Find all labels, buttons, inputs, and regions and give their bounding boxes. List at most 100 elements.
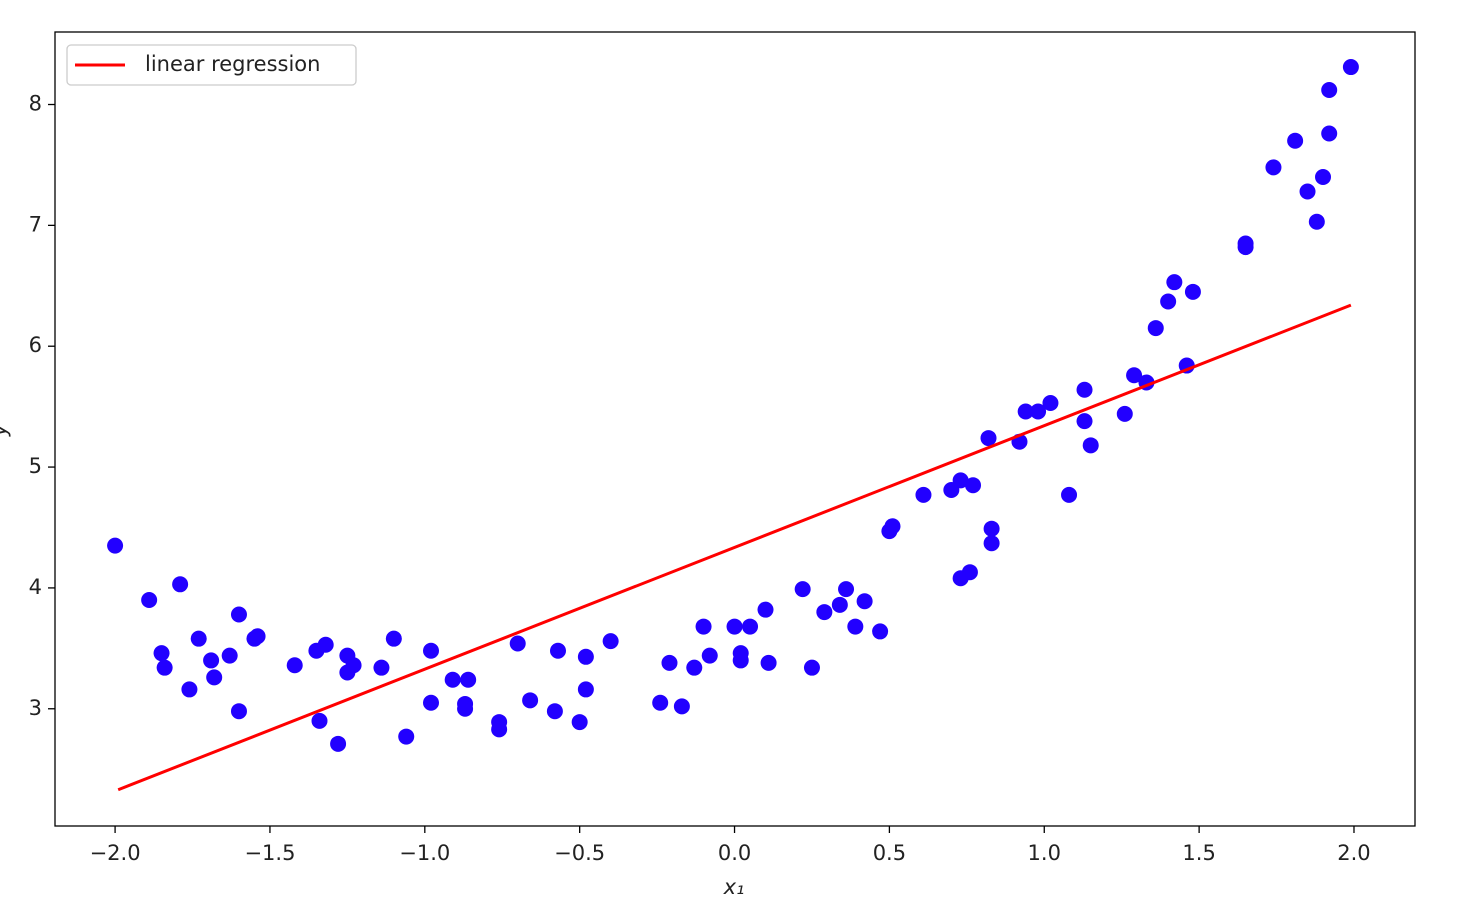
scatter-point	[1126, 367, 1143, 384]
scatter-point	[838, 581, 855, 598]
scatter-point	[701, 647, 718, 664]
scatter-point	[1116, 405, 1133, 422]
scatter-point	[952, 472, 969, 489]
scatter-point	[1287, 132, 1304, 149]
scatter-point	[732, 652, 749, 669]
scatter-point	[107, 537, 124, 554]
scatter-point	[1321, 82, 1338, 99]
scatter-point	[1030, 403, 1047, 420]
scatter-point	[546, 703, 563, 720]
scatter-point	[1082, 437, 1099, 454]
scatter-point	[181, 681, 198, 698]
scatter-point	[847, 618, 864, 635]
scatter-point	[1265, 159, 1282, 176]
scatter-point	[230, 606, 247, 623]
scatter-point	[1237, 239, 1254, 256]
scatter-point	[983, 535, 1000, 552]
x-tick-label: 0.0	[718, 841, 751, 865]
scatter-point	[1342, 59, 1359, 76]
scatter-point	[1042, 395, 1059, 412]
x-tick-label: −0.5	[554, 841, 605, 865]
scatter-point	[794, 581, 811, 598]
x-axis-label: x₁	[723, 875, 745, 899]
scatter-point	[1017, 403, 1034, 420]
scatter-point	[330, 735, 347, 752]
scatter-point	[742, 618, 759, 635]
scatter-point	[156, 659, 173, 676]
scatter-point	[757, 601, 774, 618]
x-tick-label: 1.0	[1028, 841, 1061, 865]
scatter-point	[695, 618, 712, 635]
scatter-point	[249, 628, 266, 645]
scatter-point	[509, 635, 526, 652]
regression-line	[117, 303, 1352, 792]
x-tick-label: −2.0	[90, 841, 141, 865]
scatter-point	[444, 671, 461, 688]
scatter-point	[230, 703, 247, 720]
scatter-point	[311, 712, 328, 729]
scatter-point	[686, 659, 703, 676]
scatter-point	[872, 623, 889, 640]
scatter-point	[1061, 486, 1078, 503]
plot-frame	[54, 31, 1416, 827]
legend-box	[66, 44, 357, 86]
scatter-point	[385, 630, 402, 647]
scatter-point	[398, 728, 415, 745]
scatter-point	[965, 477, 982, 494]
scatter-point	[317, 636, 334, 653]
y-tick-label: 7	[29, 212, 42, 236]
scatter-point	[816, 604, 833, 621]
y-tick-label: 8	[29, 92, 42, 116]
scatter-point	[661, 654, 678, 671]
y-axis-label: y	[0, 423, 11, 437]
scatter-point	[1308, 213, 1325, 230]
y-tick-label: 6	[29, 333, 42, 357]
scatter-point	[652, 694, 669, 711]
scatter-point	[221, 647, 238, 664]
scatter-point	[206, 669, 223, 686]
scatter-point	[373, 659, 390, 676]
scatter-point	[1160, 293, 1177, 310]
scatter-point	[491, 721, 508, 738]
scatter-point	[760, 654, 777, 671]
x-tick-label: 0.5	[873, 841, 906, 865]
scatter-point	[457, 700, 474, 717]
x-tick-label: 2.0	[1337, 841, 1370, 865]
y-tick-label: 3	[29, 696, 42, 720]
scatter-point	[856, 593, 873, 610]
scatter-point	[522, 692, 539, 709]
scatter-point	[961, 564, 978, 581]
legend-label: linear regression	[145, 52, 320, 76]
scatter-point	[286, 657, 303, 674]
scatter-point	[1166, 274, 1183, 291]
scatter-point	[460, 671, 477, 688]
scatter-point	[345, 657, 362, 674]
scatter-point	[1315, 169, 1332, 186]
scatter-point	[153, 645, 170, 662]
y-tick-label: 4	[29, 575, 42, 599]
scatter-point	[571, 714, 588, 731]
scatter-point	[831, 596, 848, 613]
x-tick-label: 1.5	[1182, 841, 1215, 865]
scatter-point	[726, 618, 743, 635]
scatter-point	[915, 486, 932, 503]
scatter-point	[1184, 283, 1201, 300]
scatter-point	[983, 520, 1000, 537]
scatter-point	[1299, 183, 1316, 200]
scatter-point	[549, 642, 566, 659]
scatter-point	[577, 648, 594, 665]
scatter-point	[1147, 320, 1164, 337]
scatter-point	[423, 642, 440, 659]
scatter-point	[577, 681, 594, 698]
x-tick-label: −1.0	[399, 841, 450, 865]
scatter-point	[203, 652, 220, 669]
scatter-point	[141, 592, 158, 609]
scatter-point	[190, 630, 207, 647]
scatter-point	[884, 518, 901, 535]
x-tick-label: −1.5	[244, 841, 295, 865]
scatter-point	[1076, 413, 1093, 430]
scatter-point	[980, 430, 997, 447]
scatter-point	[673, 698, 690, 715]
